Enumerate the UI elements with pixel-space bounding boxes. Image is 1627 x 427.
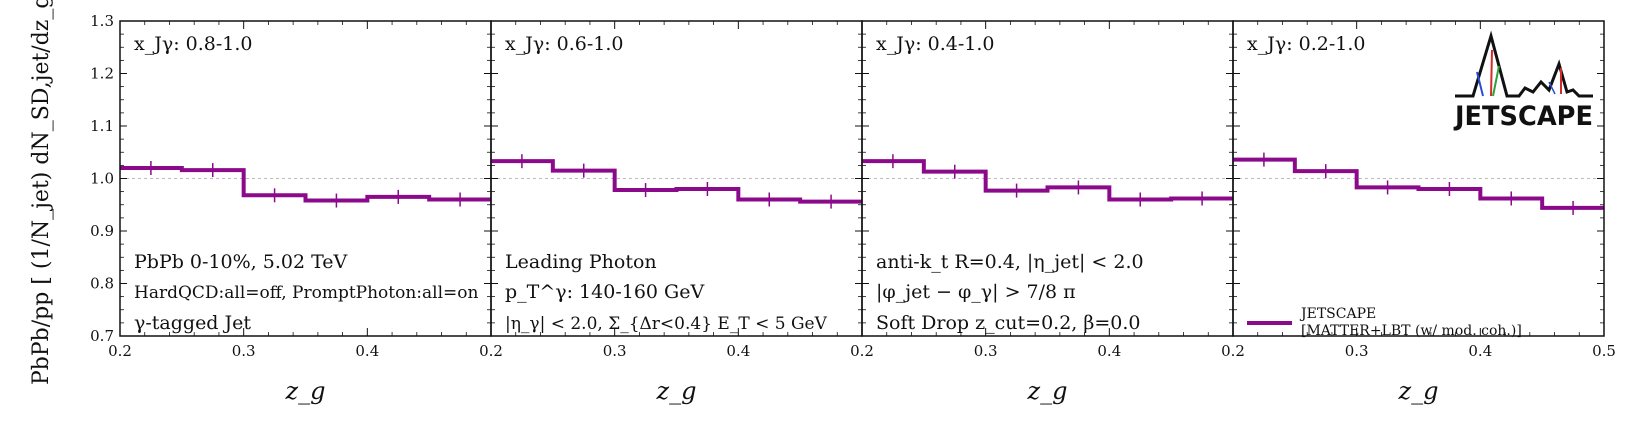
x-tick-label: 0.3 xyxy=(603,342,627,360)
x-tick-label: 0.4 xyxy=(1097,342,1121,360)
panel-2: 0.2 0.3 0.4 z_g x_Jγ: 0.6-1.0 Leading Photon p… xyxy=(479,20,863,405)
legend: JETSCAPE [MATTER+LBT (w/ mod. coh.)] xyxy=(1247,306,1522,339)
panels-group: 0.2 0.3 0.4 0.7 0.8 0.9 1.0 1.1 1.2 1.3 z_g x_Jγ: 0… xyxy=(90,12,1616,405)
x-axis-label: z_g xyxy=(1026,377,1067,405)
series-step-line xyxy=(862,159,1233,202)
panel-annotation: p_T^γ: 140-160 GeV xyxy=(505,281,704,303)
x-tick-label: 0.5 xyxy=(1592,342,1616,360)
panel-annotation: |η_γ| < 2.0, Σ_{Δr<0.4} E_T < 5 GeV xyxy=(505,314,828,334)
panel-1: 0.2 0.3 0.4 0.7 0.8 0.9 1.0 1.1 1.2 1.3 z_g x_Jγ: 0… xyxy=(90,12,492,405)
x-tick-label: 0.2 xyxy=(1221,342,1245,360)
legend-entry-detail: [MATTER+LBT (w/ mod. coh.)] xyxy=(1301,323,1522,339)
series-step-line xyxy=(120,166,491,203)
x-tick-label: 0.4 xyxy=(726,342,750,360)
x-tick-label: 0.4 xyxy=(1468,342,1492,360)
panel-3: 0.2 0.3 0.4 z_g x_Jγ: 0.4-1.0 anti-k_t R=0.4,… xyxy=(850,20,1234,405)
x-tick-label: 0.4 xyxy=(355,342,379,360)
y-tick-label: 1.2 xyxy=(90,65,114,83)
logo-jet-blue-2 xyxy=(1548,81,1556,95)
y-tick-label: 0.9 xyxy=(90,222,114,240)
x-axis-label: z_g xyxy=(655,377,696,405)
panel-label: x_Jγ: 0.4-1.0 xyxy=(876,33,994,55)
panel-annotation: Leading Photon xyxy=(505,251,657,273)
panel-label: x_Jγ: 0.6-1.0 xyxy=(505,33,623,55)
panel-label: x_Jγ: 0.8-1.0 xyxy=(134,33,252,55)
y-tick-label: 1.1 xyxy=(90,117,114,135)
x-tick-label: 0.2 xyxy=(108,342,132,360)
y-axis-label: PbPb/pp [ (1/N_jet) dN_SD,jet/dz_g ] xyxy=(29,0,54,385)
x-tick-label: 0.2 xyxy=(479,342,503,360)
y-tick-label: 0.8 xyxy=(90,275,114,293)
panel-annotation: HardQCD:all=off, PromptPhoton:all=on xyxy=(134,283,479,303)
panel-annotation: PbPb 0-10%, 5.02 TeV xyxy=(134,251,348,273)
logo-jet-red xyxy=(1490,49,1493,97)
x-tick-label: 0.2 xyxy=(850,342,874,360)
panel-4: 0.2 0.3 0.4 0.5 z_g x_Jγ: 0.2-1.0 xyxy=(1221,20,1616,405)
legend-entry-name: JETSCAPE xyxy=(1299,306,1376,322)
series-step-line xyxy=(1233,157,1604,210)
y-tick-label: 1.3 xyxy=(90,12,114,30)
panel-label: x_Jγ: 0.2-1.0 xyxy=(1247,33,1365,55)
series-step-line xyxy=(491,159,862,204)
x-tick-label: 0.3 xyxy=(974,342,998,360)
y-tick-label: 1.0 xyxy=(90,170,114,188)
x-axis-label: z_g xyxy=(284,377,325,405)
logo-jet-blue xyxy=(1476,71,1484,97)
logo-mountain-outline xyxy=(1455,30,1593,98)
panel-annotation: γ-tagged Jet xyxy=(134,312,251,334)
jetscape-logo: JETSCAPE xyxy=(1453,30,1593,132)
panel-annotation: anti-k_t R=0.4, |η_jet| < 2.0 xyxy=(876,251,1144,273)
x-tick-label: 0.3 xyxy=(232,342,256,360)
logo-wordmark: JETSCAPE xyxy=(1453,101,1593,132)
y-tick-label: 0.7 xyxy=(90,327,114,345)
logo-jet-green xyxy=(1492,65,1500,97)
panel-annotation: |φ_jet − φ_γ| > 7/8 π xyxy=(876,281,1076,303)
panel-annotation: Soft Drop z_cut=0.2, β=0.0 xyxy=(876,312,1140,334)
x-axis-label: z_g xyxy=(1397,377,1438,405)
x-tick-label: 0.3 xyxy=(1345,342,1369,360)
